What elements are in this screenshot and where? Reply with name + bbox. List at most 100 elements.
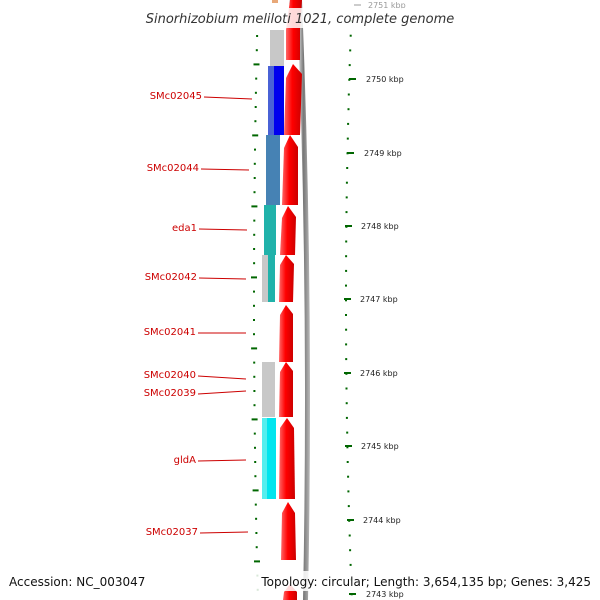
right-tick xyxy=(346,461,349,463)
gene-arrow-6[interactable] xyxy=(279,362,293,417)
right-tick xyxy=(348,534,351,537)
gene-arrow-3[interactable] xyxy=(280,206,296,255)
gene-arrow-9[interactable] xyxy=(281,502,296,560)
gene-label-smc02045[interactable]: SMc02045 xyxy=(150,91,202,102)
left-tick xyxy=(253,262,256,265)
left-tick xyxy=(253,191,256,194)
gene-label-smc02037[interactable]: SMc02037 xyxy=(146,527,198,538)
right-tick xyxy=(345,240,348,243)
left-tick xyxy=(253,319,255,321)
topology-text: Topology: circular; Length: 3,654,135 bp… xyxy=(260,575,591,589)
footer-background xyxy=(0,571,600,591)
right-tick xyxy=(345,299,347,302)
gene-arrow-2[interactable] xyxy=(282,135,298,205)
left-tick-marks xyxy=(251,35,260,591)
right-tick xyxy=(347,490,350,493)
right-tick xyxy=(349,49,352,52)
gene-label-eda1[interactable]: eda1 xyxy=(172,223,197,234)
leader-eda1 xyxy=(198,228,248,231)
left-tick xyxy=(255,517,258,520)
kbp-label-2748: 2748 kbp xyxy=(361,222,399,231)
right-tick xyxy=(346,446,349,449)
gene-arrows xyxy=(279,0,302,600)
title-background xyxy=(130,8,470,28)
right-tick xyxy=(345,284,347,287)
right-tick xyxy=(346,431,349,434)
right-tick xyxy=(345,211,348,214)
kbp-label-2745: 2745 kbp xyxy=(361,442,399,451)
left-tick xyxy=(253,390,256,392)
left-tick xyxy=(253,432,256,435)
right-tick xyxy=(345,328,348,331)
right-tick xyxy=(347,505,350,508)
left-tick xyxy=(254,148,256,151)
right-tick xyxy=(346,137,349,140)
left-tick xyxy=(254,91,257,94)
left-tick xyxy=(251,276,257,279)
gene-block-4b xyxy=(268,255,275,302)
right-tick xyxy=(347,475,350,478)
accession-text: Accession: NC_003047 xyxy=(9,575,145,589)
right-tick xyxy=(345,402,348,405)
leader-smc02040 xyxy=(197,375,247,380)
left-tick xyxy=(253,248,256,250)
left-tick xyxy=(254,120,257,123)
right-tick xyxy=(345,255,348,258)
right-tick xyxy=(345,314,347,316)
left-tick xyxy=(253,177,256,179)
kbp-label-2750: 2750 kbp xyxy=(366,75,404,84)
right-tick xyxy=(345,343,348,346)
right-tick xyxy=(345,358,348,361)
left-tick xyxy=(252,134,259,137)
right-tick xyxy=(349,34,352,37)
gene-label-smc02041[interactable]: SMc02041 xyxy=(144,327,196,338)
gene-block-2 xyxy=(266,135,280,205)
gene-block-1-shade xyxy=(268,66,274,135)
left-tick xyxy=(254,461,257,463)
leader-smc02044 xyxy=(200,168,250,171)
left-tick xyxy=(256,35,259,37)
right-tick xyxy=(345,181,348,184)
kbp-label-2744: 2744 kbp xyxy=(363,516,401,525)
gene-label-smc02040[interactable]: SMc02040 xyxy=(144,370,196,381)
gene-arrow-8[interactable] xyxy=(279,418,295,499)
right-tick xyxy=(349,549,352,552)
right-tick xyxy=(345,269,348,272)
right-tick xyxy=(345,196,348,199)
gene-color-blocks xyxy=(262,30,284,499)
leader-glda xyxy=(197,459,247,462)
right-tick-marks xyxy=(345,20,353,596)
orientation-marker xyxy=(272,0,278,3)
left-tick xyxy=(252,489,259,492)
left-tick xyxy=(255,532,258,534)
kbp-label-2747: 2747 kbp xyxy=(360,295,398,304)
gene-arrow-1[interactable] xyxy=(284,64,302,135)
kbp-label-2746: 2746 kbp xyxy=(360,369,398,378)
kbp-scale: 2751 kbp 2750 kbp 2749 kbp 2748 kbp 2747… xyxy=(344,1,406,599)
gene-block-6 xyxy=(262,362,275,417)
gene-arrow-5[interactable] xyxy=(279,305,293,362)
right-tick xyxy=(347,108,350,111)
gene-label-smc02039[interactable]: SMc02039 xyxy=(144,388,196,399)
left-tick xyxy=(251,205,258,208)
left-tick xyxy=(253,333,255,336)
gene-label-glda[interactable]: gldA xyxy=(174,455,196,466)
left-tick xyxy=(255,49,258,52)
gene-label-smc02042[interactable]: SMc02042 xyxy=(145,272,197,283)
leader-smc02037 xyxy=(199,531,249,534)
leader-smc02045 xyxy=(203,96,253,100)
page-title: Sinorhizobium meliloti 1021, complete ge… xyxy=(146,12,455,27)
right-tick xyxy=(347,93,350,96)
right-tick xyxy=(349,563,352,566)
gene-label-smc02044[interactable]: SMc02044 xyxy=(147,163,199,174)
gene-block-4a xyxy=(262,255,268,302)
kbp-label-2743: 2743 kbp xyxy=(366,590,404,599)
right-tick xyxy=(346,167,349,169)
gene-labels: SMc02045 SMc02044 eda1 SMc02042 SMc02041… xyxy=(144,91,253,538)
left-tick xyxy=(253,63,260,66)
left-tick xyxy=(251,418,258,421)
left-tick xyxy=(254,503,257,506)
gene-arrow-4[interactable] xyxy=(279,255,294,302)
leader-smc02042 xyxy=(198,277,247,280)
